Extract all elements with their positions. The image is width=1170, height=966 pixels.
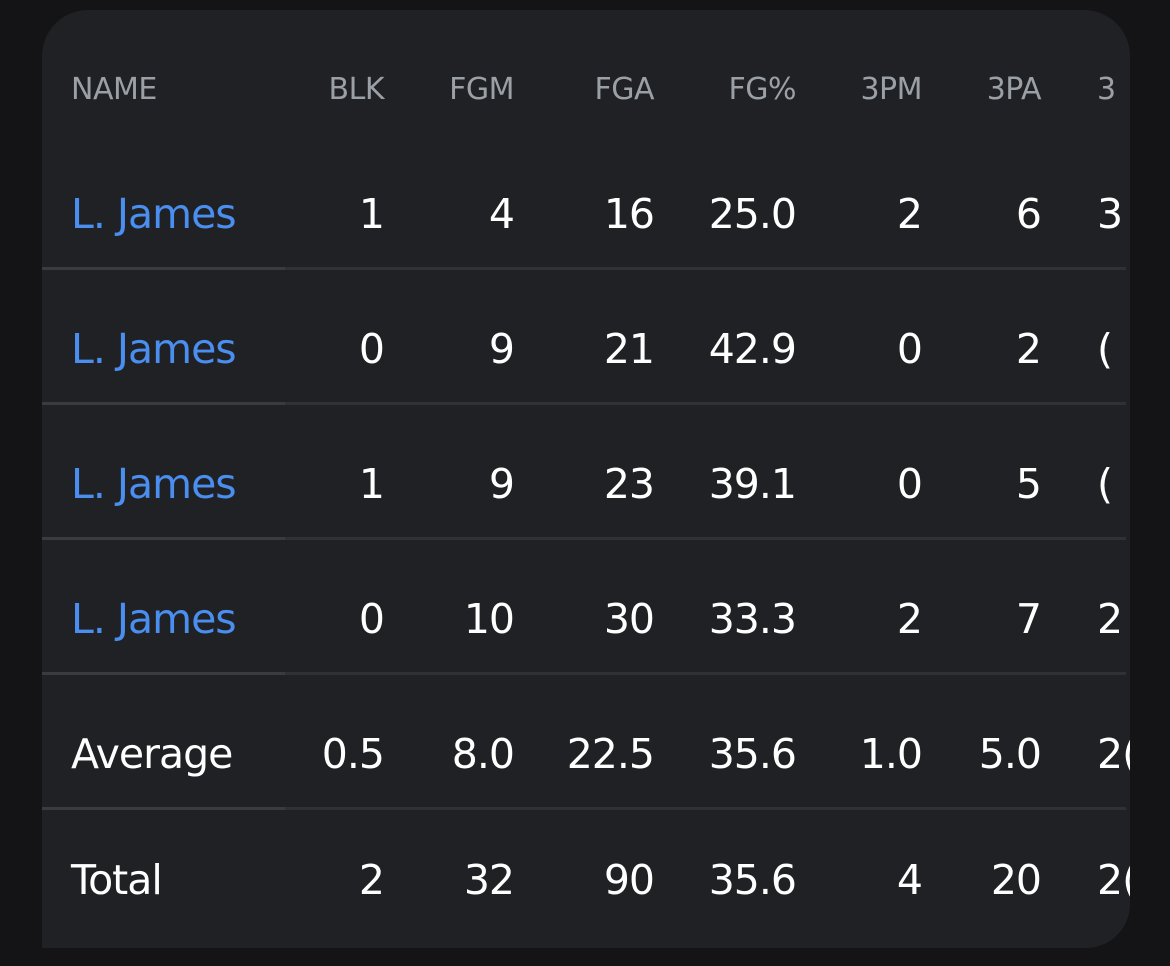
cell-3p-pct-partial: (: [1097, 460, 1113, 508]
cell-3pa: 2: [1015, 325, 1042, 373]
header-blk[interactable]: BLK: [328, 72, 385, 107]
player-name-link[interactable]: L. James: [71, 595, 237, 643]
row-divider: [42, 807, 1126, 810]
cell-3p-pct-partial: 3: [1097, 190, 1123, 238]
cell-fg-pct: 33.3: [708, 595, 797, 643]
cell-fgm: 9: [488, 325, 515, 373]
table-row: L. James 1 4 16 25.0 2 6 3: [42, 135, 1130, 270]
table-row: L. James 0 9 21 42.9 0 2 (: [42, 270, 1130, 405]
cell-3pm: 0: [896, 325, 923, 373]
cell-3pm: 4: [896, 856, 923, 904]
table-row: L. James 1 9 23 39.1 0 5 (: [42, 405, 1130, 540]
cell-3pm: 2: [896, 190, 923, 238]
cell-3pm: 2: [896, 595, 923, 643]
cell-blk: 1: [358, 190, 385, 238]
total-label: Total: [71, 856, 163, 904]
average-row: Average 0.5 8.0 22.5 35.6 1.0 5.0 2(: [42, 675, 1130, 810]
row-divider: [42, 672, 1126, 675]
stats-card: NAME BLK FGM FGA FG% 3PM 3PA 3 L. James …: [42, 10, 1130, 948]
header-fgm[interactable]: FGM: [449, 72, 514, 107]
cell-3pm: 1.0: [859, 730, 923, 778]
cell-3pm: 0: [896, 460, 923, 508]
cell-fga: 16: [603, 190, 655, 238]
cell-fga: 90: [603, 856, 655, 904]
cell-fgm: 10: [463, 595, 515, 643]
row-divider: [42, 267, 1126, 270]
cell-fg-pct: 35.6: [708, 856, 797, 904]
cell-3p-pct-partial: (: [1097, 325, 1113, 373]
cell-fga: 21: [603, 325, 655, 373]
cell-3p-pct-partial: 2(: [1097, 856, 1130, 904]
cell-3pa: 20: [990, 856, 1042, 904]
cell-3p-pct-partial: 2(: [1097, 730, 1130, 778]
cell-fg-pct: 35.6: [708, 730, 797, 778]
cell-fgm: 9: [488, 460, 515, 508]
cell-fg-pct: 42.9: [708, 325, 797, 373]
cell-3p-pct-partial: 2: [1097, 595, 1123, 643]
cell-fg-pct: 25.0: [708, 190, 797, 238]
table-row: L. James 0 10 30 33.3 2 7 2: [42, 540, 1130, 675]
header-fg-pct[interactable]: FG%: [728, 72, 796, 107]
cell-blk: 2: [358, 856, 385, 904]
player-name-link[interactable]: L. James: [71, 460, 237, 508]
cell-3pa: 5: [1015, 460, 1042, 508]
header-name[interactable]: NAME: [71, 72, 157, 107]
cell-blk: 0: [358, 325, 385, 373]
cell-3pa: 5.0: [978, 730, 1042, 778]
player-name-link[interactable]: L. James: [71, 190, 237, 238]
cell-fga: 23: [603, 460, 655, 508]
total-row: Total 2 32 90 35.6 4 20 2(: [42, 810, 1130, 945]
cell-fga: 22.5: [566, 730, 655, 778]
cell-blk: 1: [358, 460, 385, 508]
cell-fga: 30: [603, 595, 655, 643]
player-name-link[interactable]: L. James: [71, 325, 237, 373]
cell-fgm: 32: [463, 856, 515, 904]
cell-3pa: 7: [1015, 595, 1042, 643]
row-divider: [42, 402, 1126, 405]
table-header-row: NAME BLK FGM FGA FG% 3PM 3PA 3: [42, 40, 1130, 140]
cell-blk: 0.5: [321, 730, 385, 778]
cell-3pa: 6: [1015, 190, 1042, 238]
cell-fgm: 8.0: [451, 730, 515, 778]
header-3p-pct-partial[interactable]: 3: [1097, 72, 1116, 107]
stats-table[interactable]: NAME BLK FGM FGA FG% 3PM 3PA 3 L. James …: [42, 10, 1130, 948]
header-3pa[interactable]: 3PA: [986, 72, 1042, 107]
cell-blk: 0: [358, 595, 385, 643]
average-label: Average: [71, 730, 233, 778]
row-divider: [42, 537, 1126, 540]
header-3pm[interactable]: 3PM: [860, 72, 922, 107]
header-fga[interactable]: FGA: [594, 72, 654, 107]
cell-fg-pct: 39.1: [708, 460, 797, 508]
cell-fgm: 4: [488, 190, 515, 238]
